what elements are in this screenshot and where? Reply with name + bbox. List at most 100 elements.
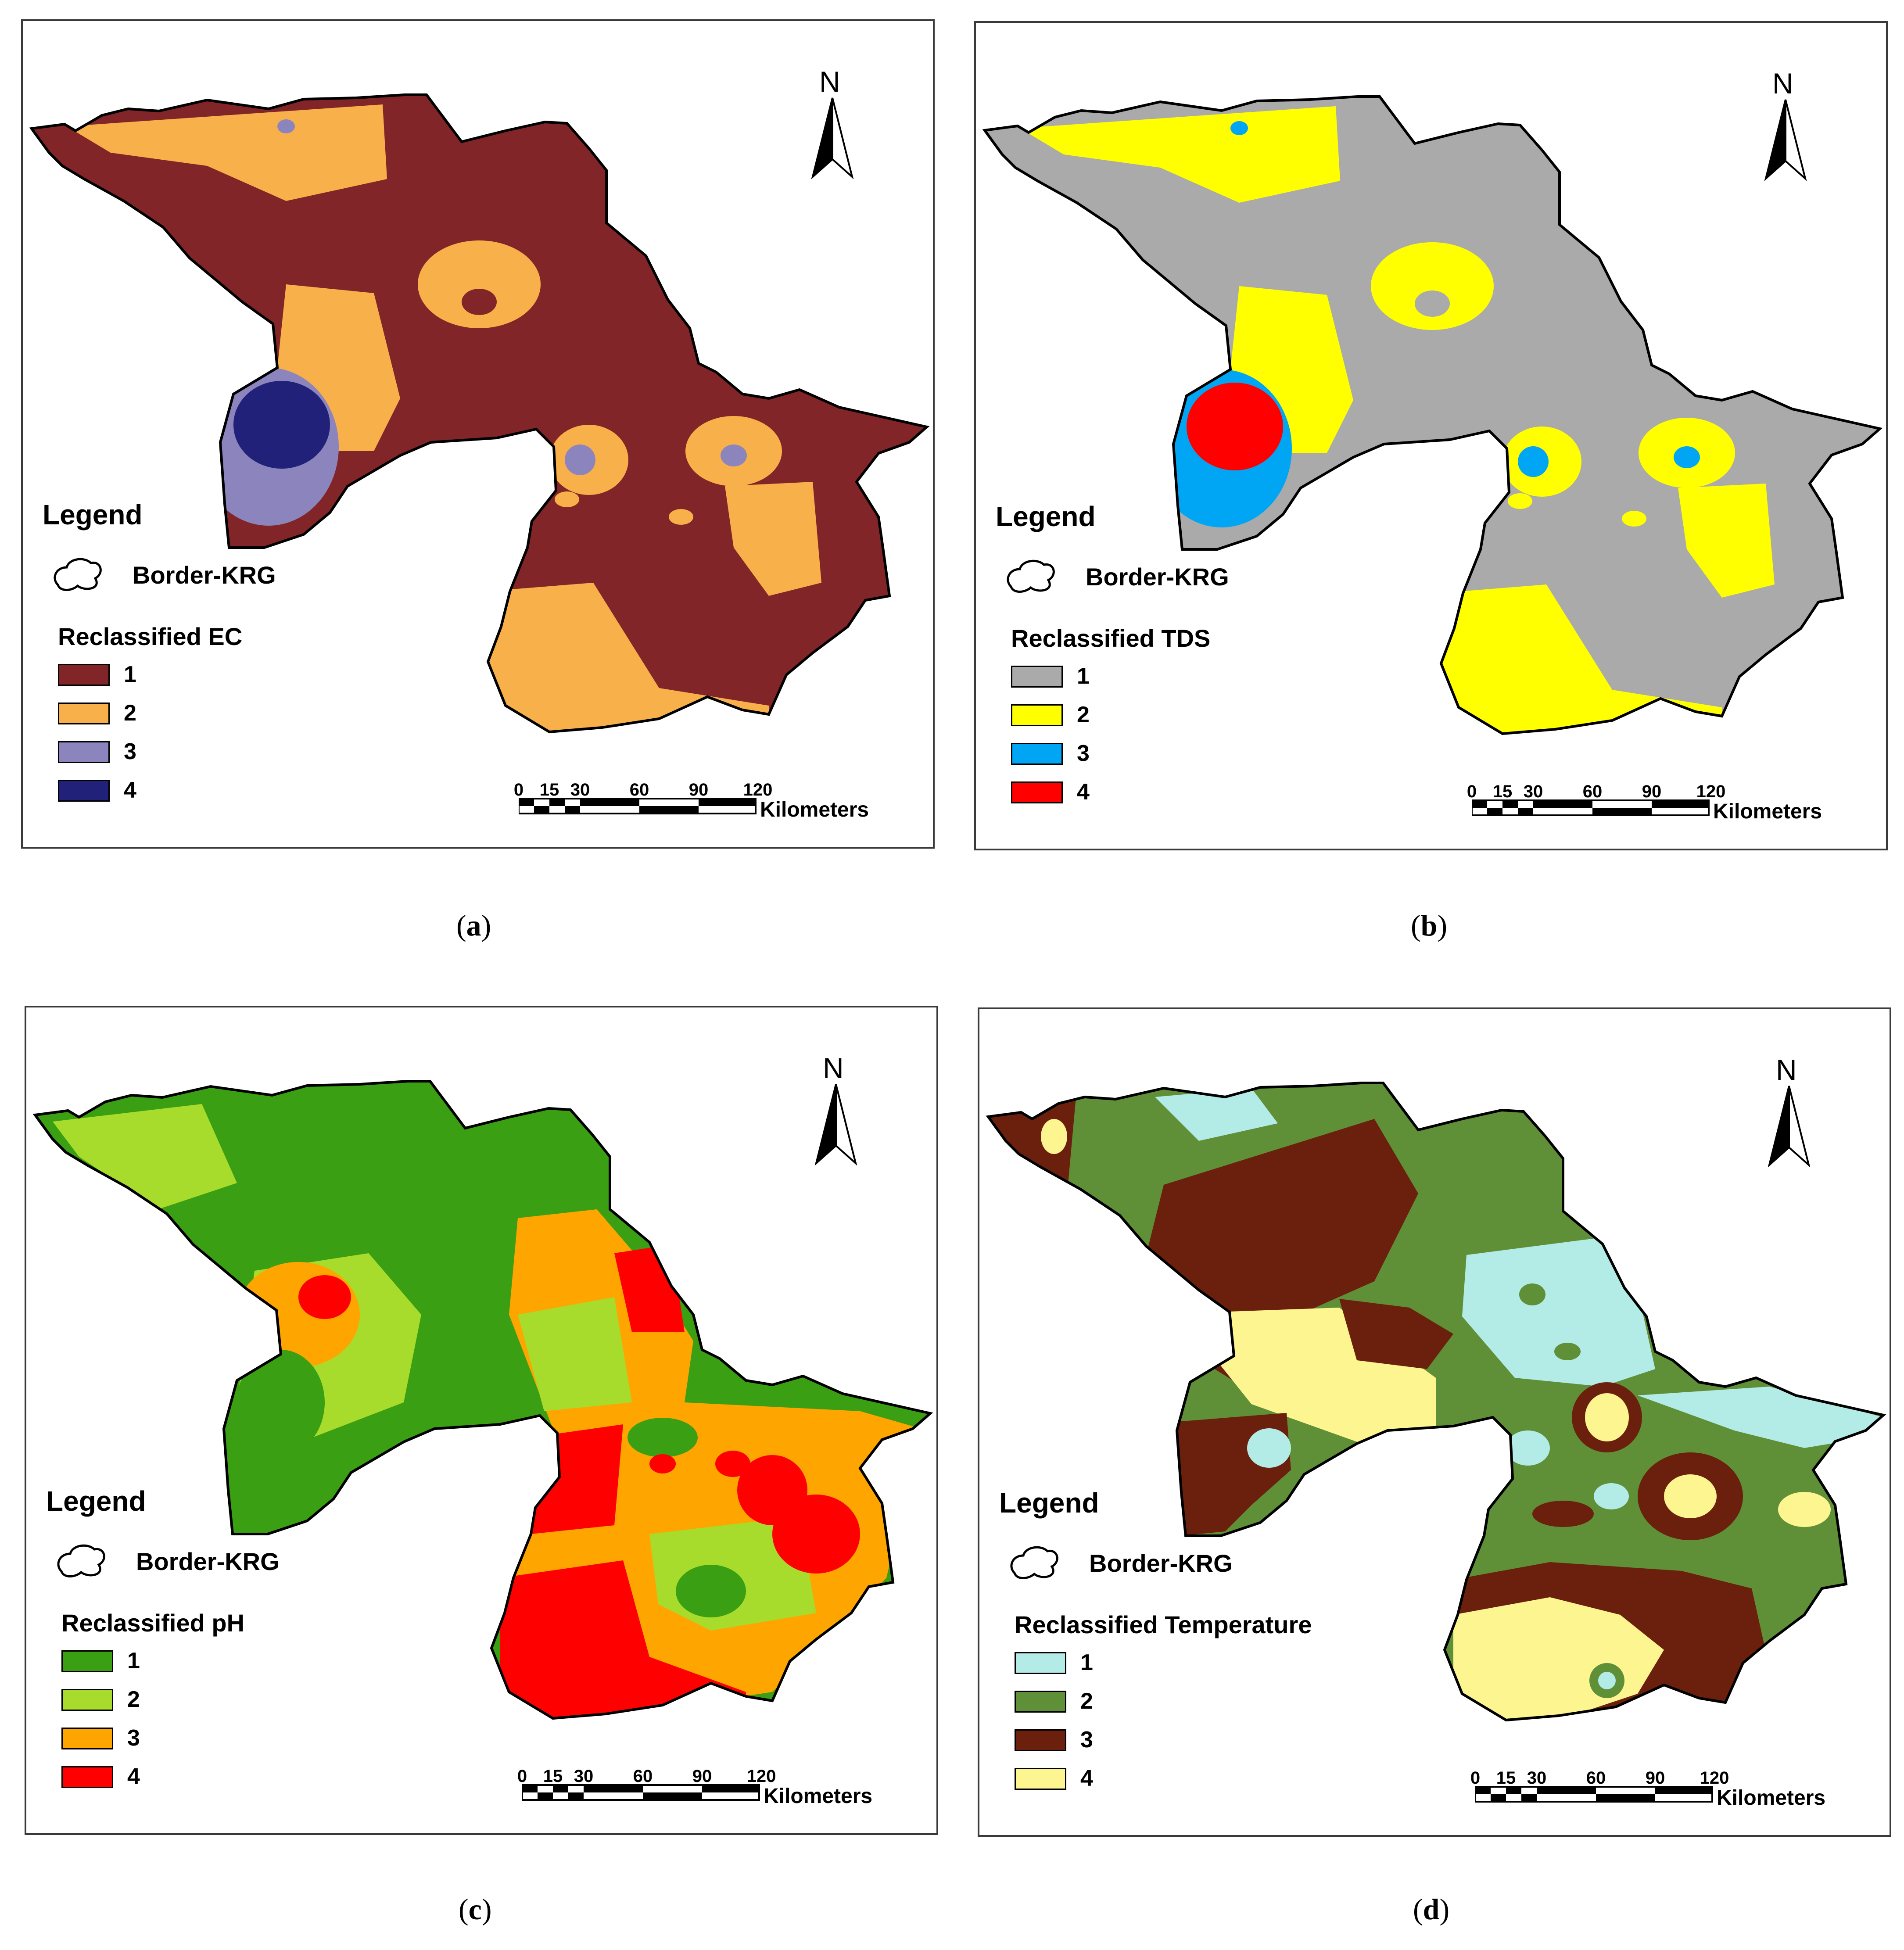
scale-tick-label: 120 — [746, 1767, 776, 1786]
raster-layer — [985, 97, 1880, 734]
scale-tick-label: 0 — [517, 1767, 527, 1786]
panel-caption-a: (a) — [456, 909, 491, 942]
legend-swatch — [58, 780, 110, 802]
legend-item-label: 3 — [127, 1725, 140, 1751]
panel-caption-b: (b) — [1411, 909, 1448, 942]
north-arrow-icon — [811, 97, 854, 179]
legend-class-title: Reclassified TDS — [1011, 624, 1211, 652]
caption-letter: c — [468, 1893, 482, 1926]
legend-swatch — [1011, 666, 1063, 688]
map-panel-a: N Legend Border-KRG Reclassified EC 1 2 … — [21, 19, 935, 849]
scale-tick-label: 15 — [539, 780, 559, 799]
scale-tick-label: 15 — [1492, 782, 1513, 801]
legend-swatch — [61, 1689, 113, 1711]
map-canvas — [32, 1080, 933, 1720]
scale-unit-label: Kilometers — [764, 1785, 873, 1808]
krg-border-outline — [32, 1080, 933, 1720]
raster-layer — [988, 1083, 1883, 1720]
legend-item-label: 1 — [124, 662, 136, 687]
legend-swatch — [1015, 1768, 1066, 1790]
panel-caption-d: (d) — [1413, 1893, 1450, 1926]
scale-tick-label: 60 — [1582, 782, 1603, 801]
scale-tick-label: 60 — [633, 1767, 653, 1786]
krg-border-outline — [982, 95, 1883, 735]
legend-swatch — [61, 1728, 113, 1749]
scale-tick-label: 90 — [1642, 782, 1662, 801]
legend-item-label: 2 — [1080, 1688, 1093, 1714]
scale-tick-label: 60 — [629, 780, 649, 799]
legend-item-label: 3 — [1077, 741, 1090, 766]
legend-title: Legend — [46, 1485, 146, 1517]
legend-item-label: 4 — [127, 1764, 140, 1789]
legend-item-label: 1 — [1077, 663, 1090, 689]
scale-bar — [519, 798, 757, 814]
legend-item-label: 1 — [127, 1648, 140, 1674]
scale-tick-label: 90 — [692, 1767, 712, 1786]
legend-title: Legend — [999, 1487, 1099, 1519]
border-label: Border-KRG — [136, 1548, 280, 1575]
legend-title: Legend — [996, 501, 1096, 532]
legend-class-title: Reclassified Temperature — [1015, 1611, 1312, 1638]
north-label: N — [823, 1052, 844, 1084]
scale-bar — [1472, 799, 1710, 816]
scale-bar — [1475, 1786, 1713, 1803]
legend-item-label: 2 — [1077, 702, 1090, 728]
border-symbol-icon — [57, 1544, 105, 1577]
caption-letter: b — [1420, 909, 1438, 942]
map-panel-b: N Legend Border-KRG Reclassified TDS 1 2… — [974, 21, 1888, 850]
caption-letter: d — [1423, 1893, 1440, 1926]
scale-unit-label: Kilometers — [1713, 800, 1822, 823]
scale-tick-label: 30 — [570, 780, 590, 799]
legend-item-label: 1 — [1080, 1650, 1093, 1675]
border-label: Border-KRG — [1086, 563, 1229, 591]
legend-swatch — [1011, 743, 1063, 765]
scale-tick-label: 15 — [1496, 1768, 1516, 1788]
legend-item-label: 4 — [1080, 1766, 1093, 1791]
border-label: Border-KRG — [1089, 1549, 1233, 1577]
scale-tick-label: 120 — [743, 780, 773, 799]
raster-layer — [35, 1081, 930, 1718]
krg-border-outline — [986, 1082, 1886, 1722]
panel-caption-c: (c) — [459, 1893, 492, 1926]
legend-item-label: 2 — [127, 1687, 140, 1712]
north-label: N — [1772, 67, 1793, 100]
legend-item-label: 3 — [124, 739, 136, 764]
north-arrow-icon — [1768, 1086, 1811, 1167]
legend-swatch — [58, 664, 110, 686]
legend-swatch — [61, 1650, 113, 1672]
scale-bar — [522, 1784, 760, 1801]
map-panel-d: N Legend Border-KRG Reclassified Tempera… — [978, 1007, 1891, 1837]
north-arrow-icon — [1764, 99, 1807, 181]
map-canvas — [982, 95, 1883, 735]
map-canvas — [29, 93, 930, 734]
scale-tick-label: 90 — [688, 780, 709, 799]
legend-swatch — [1015, 1691, 1066, 1713]
legend-swatch — [1011, 781, 1063, 803]
scale-tick-label: 90 — [1645, 1768, 1665, 1788]
caption-letter: a — [466, 909, 481, 942]
border-label: Border-KRG — [133, 561, 276, 589]
border-symbol-icon — [54, 558, 102, 591]
legend-item-label: 3 — [1080, 1727, 1093, 1753]
legend-swatch — [61, 1766, 113, 1788]
legend-swatch — [58, 703, 110, 724]
scale-tick-label: 120 — [1700, 1768, 1729, 1788]
border-symbol-icon — [1010, 1546, 1058, 1579]
scale-tick-label: 60 — [1586, 1768, 1606, 1788]
scale-tick-label: 30 — [574, 1767, 594, 1786]
map-canvas — [986, 1082, 1886, 1722]
legend-item-label: 4 — [1077, 779, 1090, 805]
border-symbol-icon — [1007, 559, 1055, 593]
legend-swatch — [1011, 704, 1063, 726]
scale-tick-label: 0 — [513, 780, 524, 799]
scale-tick-label: 0 — [1467, 782, 1477, 801]
north-arrow-icon — [814, 1084, 857, 1165]
north-label: N — [1776, 1054, 1797, 1086]
legend-swatch — [1015, 1729, 1066, 1751]
legend-class-title: Reclassified pH — [61, 1609, 245, 1637]
legend-item-label: 2 — [124, 700, 136, 726]
legend-swatch — [58, 741, 110, 763]
legend-title: Legend — [43, 499, 143, 531]
scale-tick-label: 15 — [543, 1767, 563, 1786]
legend-class-title: Reclassified EC — [58, 623, 243, 650]
